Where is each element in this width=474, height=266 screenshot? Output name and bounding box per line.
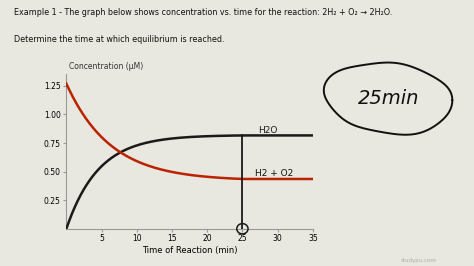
Text: 25min: 25min: [358, 89, 419, 108]
Text: Concentration (µM): Concentration (µM): [69, 63, 143, 71]
Text: studypu.com: studypu.com: [400, 258, 436, 263]
Text: H2O: H2O: [258, 126, 277, 135]
X-axis label: Time of Reaction (min): Time of Reaction (min): [142, 246, 237, 255]
Text: Example 1 - The graph below shows concentration vs. time for the reaction: 2H₂ +: Example 1 - The graph below shows concen…: [14, 8, 392, 17]
Text: Determine the time at which equilibrium is reached.: Determine the time at which equilibrium …: [14, 35, 225, 44]
Text: H2 + O2: H2 + O2: [255, 169, 293, 178]
